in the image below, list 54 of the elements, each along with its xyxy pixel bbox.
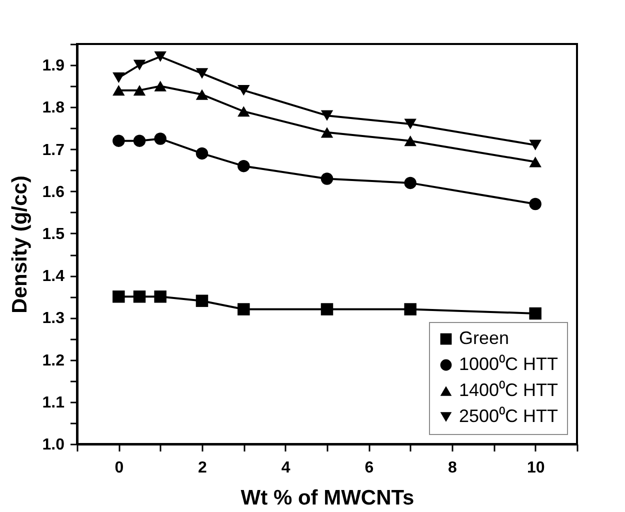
x-tick-label: 0	[114, 460, 124, 476]
point	[320, 303, 334, 316]
legend-label: Green	[459, 328, 510, 348]
legend-label: 2500⁰C HTT	[459, 406, 558, 426]
point	[112, 290, 125, 303]
point	[238, 106, 250, 117]
y-tick-label: 1.8	[42, 100, 65, 117]
point	[154, 51, 166, 62]
point	[320, 110, 334, 121]
point	[320, 127, 334, 138]
point	[196, 294, 208, 307]
point	[196, 89, 208, 100]
point	[112, 85, 125, 96]
x-tick-label: 4	[281, 460, 290, 476]
x-tick-label: 8	[448, 460, 458, 476]
point	[154, 132, 166, 145]
point	[112, 72, 125, 83]
point	[529, 198, 542, 210]
y-tick-label: 1.5	[42, 226, 65, 243]
legend-label: 1000⁰C HTT	[459, 354, 558, 374]
y-tick-label: 1.0	[42, 436, 65, 454]
x-tick-label: 10	[526, 460, 545, 476]
point	[133, 85, 146, 96]
point	[404, 118, 416, 130]
point	[404, 176, 416, 190]
point	[529, 156, 542, 168]
point	[196, 147, 208, 160]
y-axis-title: Density (g/cc)	[8, 176, 32, 314]
point	[529, 140, 542, 150]
y-tick-label: 1.7	[42, 142, 65, 159]
y-tick-label: 1.3	[42, 310, 65, 328]
y-tick-label: 1.9	[42, 58, 65, 75]
point	[238, 85, 250, 96]
y-tick-label: 1.1	[42, 394, 65, 412]
point	[404, 303, 416, 316]
y-tick-label: 1.6	[42, 184, 65, 201]
point	[320, 172, 334, 185]
point	[529, 307, 542, 320]
point	[133, 290, 146, 303]
x-tick-label: 6	[364, 460, 374, 476]
x-tick-label: 2	[198, 460, 208, 476]
point	[133, 60, 146, 70]
y-tick-label: 1.2	[42, 352, 65, 370]
point	[238, 160, 250, 172]
y-tick-label: 1.4	[42, 268, 65, 286]
point	[112, 134, 125, 147]
point	[133, 134, 146, 147]
point	[154, 290, 166, 303]
point	[196, 68, 208, 79]
legend-label: 1400⁰C HTT	[459, 380, 558, 400]
x-axis-title: Wt % of MWCNTs	[240, 486, 414, 510]
point	[238, 303, 250, 316]
point	[404, 136, 416, 146]
point	[154, 80, 166, 92]
